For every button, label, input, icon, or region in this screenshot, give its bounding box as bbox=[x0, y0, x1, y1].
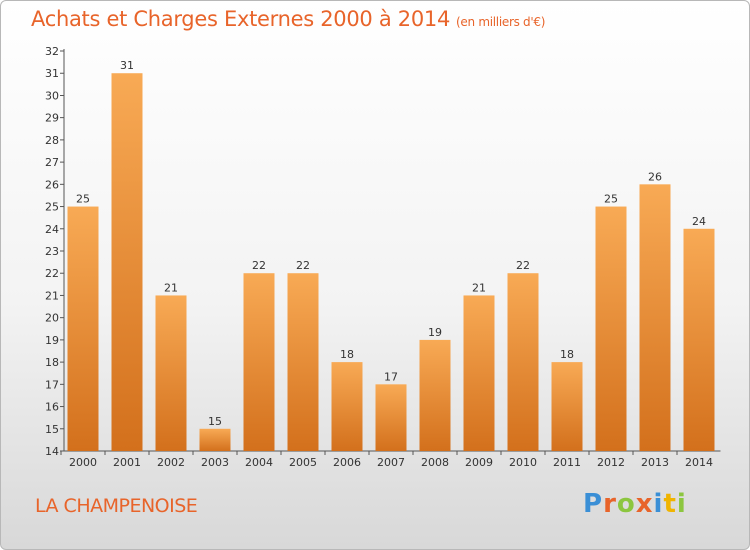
x-tick-label: 2005 bbox=[289, 456, 317, 469]
bar[interactable] bbox=[287, 273, 319, 451]
y-tick-label: 29 bbox=[45, 112, 59, 125]
x-tick-label: 2000 bbox=[69, 456, 97, 469]
y-tick-label: 19 bbox=[45, 334, 59, 347]
logo-letter: P bbox=[583, 489, 604, 519]
y-tick-label: 16 bbox=[45, 401, 59, 414]
y-tick-label: 32 bbox=[45, 45, 59, 58]
data-label: 21 bbox=[164, 281, 178, 294]
y-tick-label: 20 bbox=[45, 312, 59, 325]
bar[interactable] bbox=[67, 206, 99, 451]
bar[interactable] bbox=[551, 362, 583, 451]
data-label: 22 bbox=[296, 259, 310, 272]
logo-letter: x bbox=[635, 489, 654, 519]
x-tick-label: 2004 bbox=[245, 456, 273, 469]
x-tick-label: 2013 bbox=[641, 456, 669, 469]
y-tick-label: 21 bbox=[45, 289, 59, 302]
y-tick-label: 27 bbox=[45, 156, 59, 169]
y-tick-label: 17 bbox=[45, 378, 59, 391]
bar[interactable] bbox=[683, 228, 715, 451]
data-label: 19 bbox=[428, 326, 442, 339]
data-label: 22 bbox=[252, 259, 266, 272]
logo-letter: r bbox=[603, 489, 617, 519]
bar[interactable] bbox=[463, 295, 495, 451]
x-tick-label: 2003 bbox=[201, 456, 229, 469]
y-tick-label: 15 bbox=[45, 423, 59, 436]
bar[interactable] bbox=[419, 339, 451, 451]
y-tick-label: 24 bbox=[45, 223, 59, 236]
x-tick-label: 2002 bbox=[157, 456, 185, 469]
logo-letter: o bbox=[616, 489, 636, 519]
bar[interactable] bbox=[507, 273, 539, 451]
y-tick-label: 28 bbox=[45, 134, 59, 147]
y-tick-label: 31 bbox=[45, 67, 59, 80]
x-tick-label: 2001 bbox=[113, 456, 141, 469]
bar[interactable] bbox=[199, 428, 231, 451]
bar[interactable] bbox=[639, 184, 671, 452]
x-tick-label: 2009 bbox=[465, 456, 493, 469]
y-tick-label: 26 bbox=[45, 178, 59, 191]
proxiti-logo[interactable]: Proxiti bbox=[583, 489, 687, 519]
bar[interactable] bbox=[595, 206, 627, 451]
commune-name: LA CHAMPENOISE bbox=[35, 495, 198, 517]
logo-letter: i bbox=[653, 489, 664, 519]
data-label: 22 bbox=[516, 259, 530, 272]
x-tick-label: 2006 bbox=[333, 456, 361, 469]
data-label: 15 bbox=[208, 415, 222, 428]
bar[interactable] bbox=[155, 295, 187, 451]
data-label: 21 bbox=[472, 281, 486, 294]
y-tick-label: 14 bbox=[45, 445, 59, 458]
data-label: 17 bbox=[384, 370, 398, 383]
data-label: 25 bbox=[604, 193, 618, 206]
bar[interactable] bbox=[111, 73, 143, 451]
logo-letter: t bbox=[663, 489, 677, 519]
y-tick-label: 30 bbox=[45, 89, 59, 102]
x-tick-label: 2008 bbox=[421, 456, 449, 469]
y-tick-label: 22 bbox=[45, 267, 59, 280]
chart-subtitle: (en milliers d'€) bbox=[456, 15, 546, 29]
logo-letter: i bbox=[676, 489, 687, 519]
data-label: 31 bbox=[120, 59, 134, 72]
bar[interactable] bbox=[375, 384, 407, 451]
x-tick-label: 2012 bbox=[597, 456, 625, 469]
x-tick-label: 2014 bbox=[685, 456, 713, 469]
y-tick-label: 23 bbox=[45, 245, 59, 258]
chart-title-text: Achats et Charges Externes 2000 à 2014 bbox=[31, 7, 451, 31]
data-label: 25 bbox=[76, 193, 90, 206]
x-tick-label: 2007 bbox=[377, 456, 405, 469]
x-tick-label: 2011 bbox=[553, 456, 581, 469]
y-tick-label: 18 bbox=[45, 356, 59, 369]
data-label: 26 bbox=[648, 170, 662, 183]
data-label: 24 bbox=[692, 215, 706, 228]
bar[interactable] bbox=[243, 273, 275, 451]
x-tick-label: 2010 bbox=[509, 456, 537, 469]
bar[interactable] bbox=[331, 362, 363, 451]
data-label: 18 bbox=[560, 348, 574, 361]
y-tick-label: 25 bbox=[45, 201, 59, 214]
data-label: 18 bbox=[340, 348, 354, 361]
chart-title: Achats et Charges Externes 2000 à 2014 (e… bbox=[31, 7, 545, 31]
